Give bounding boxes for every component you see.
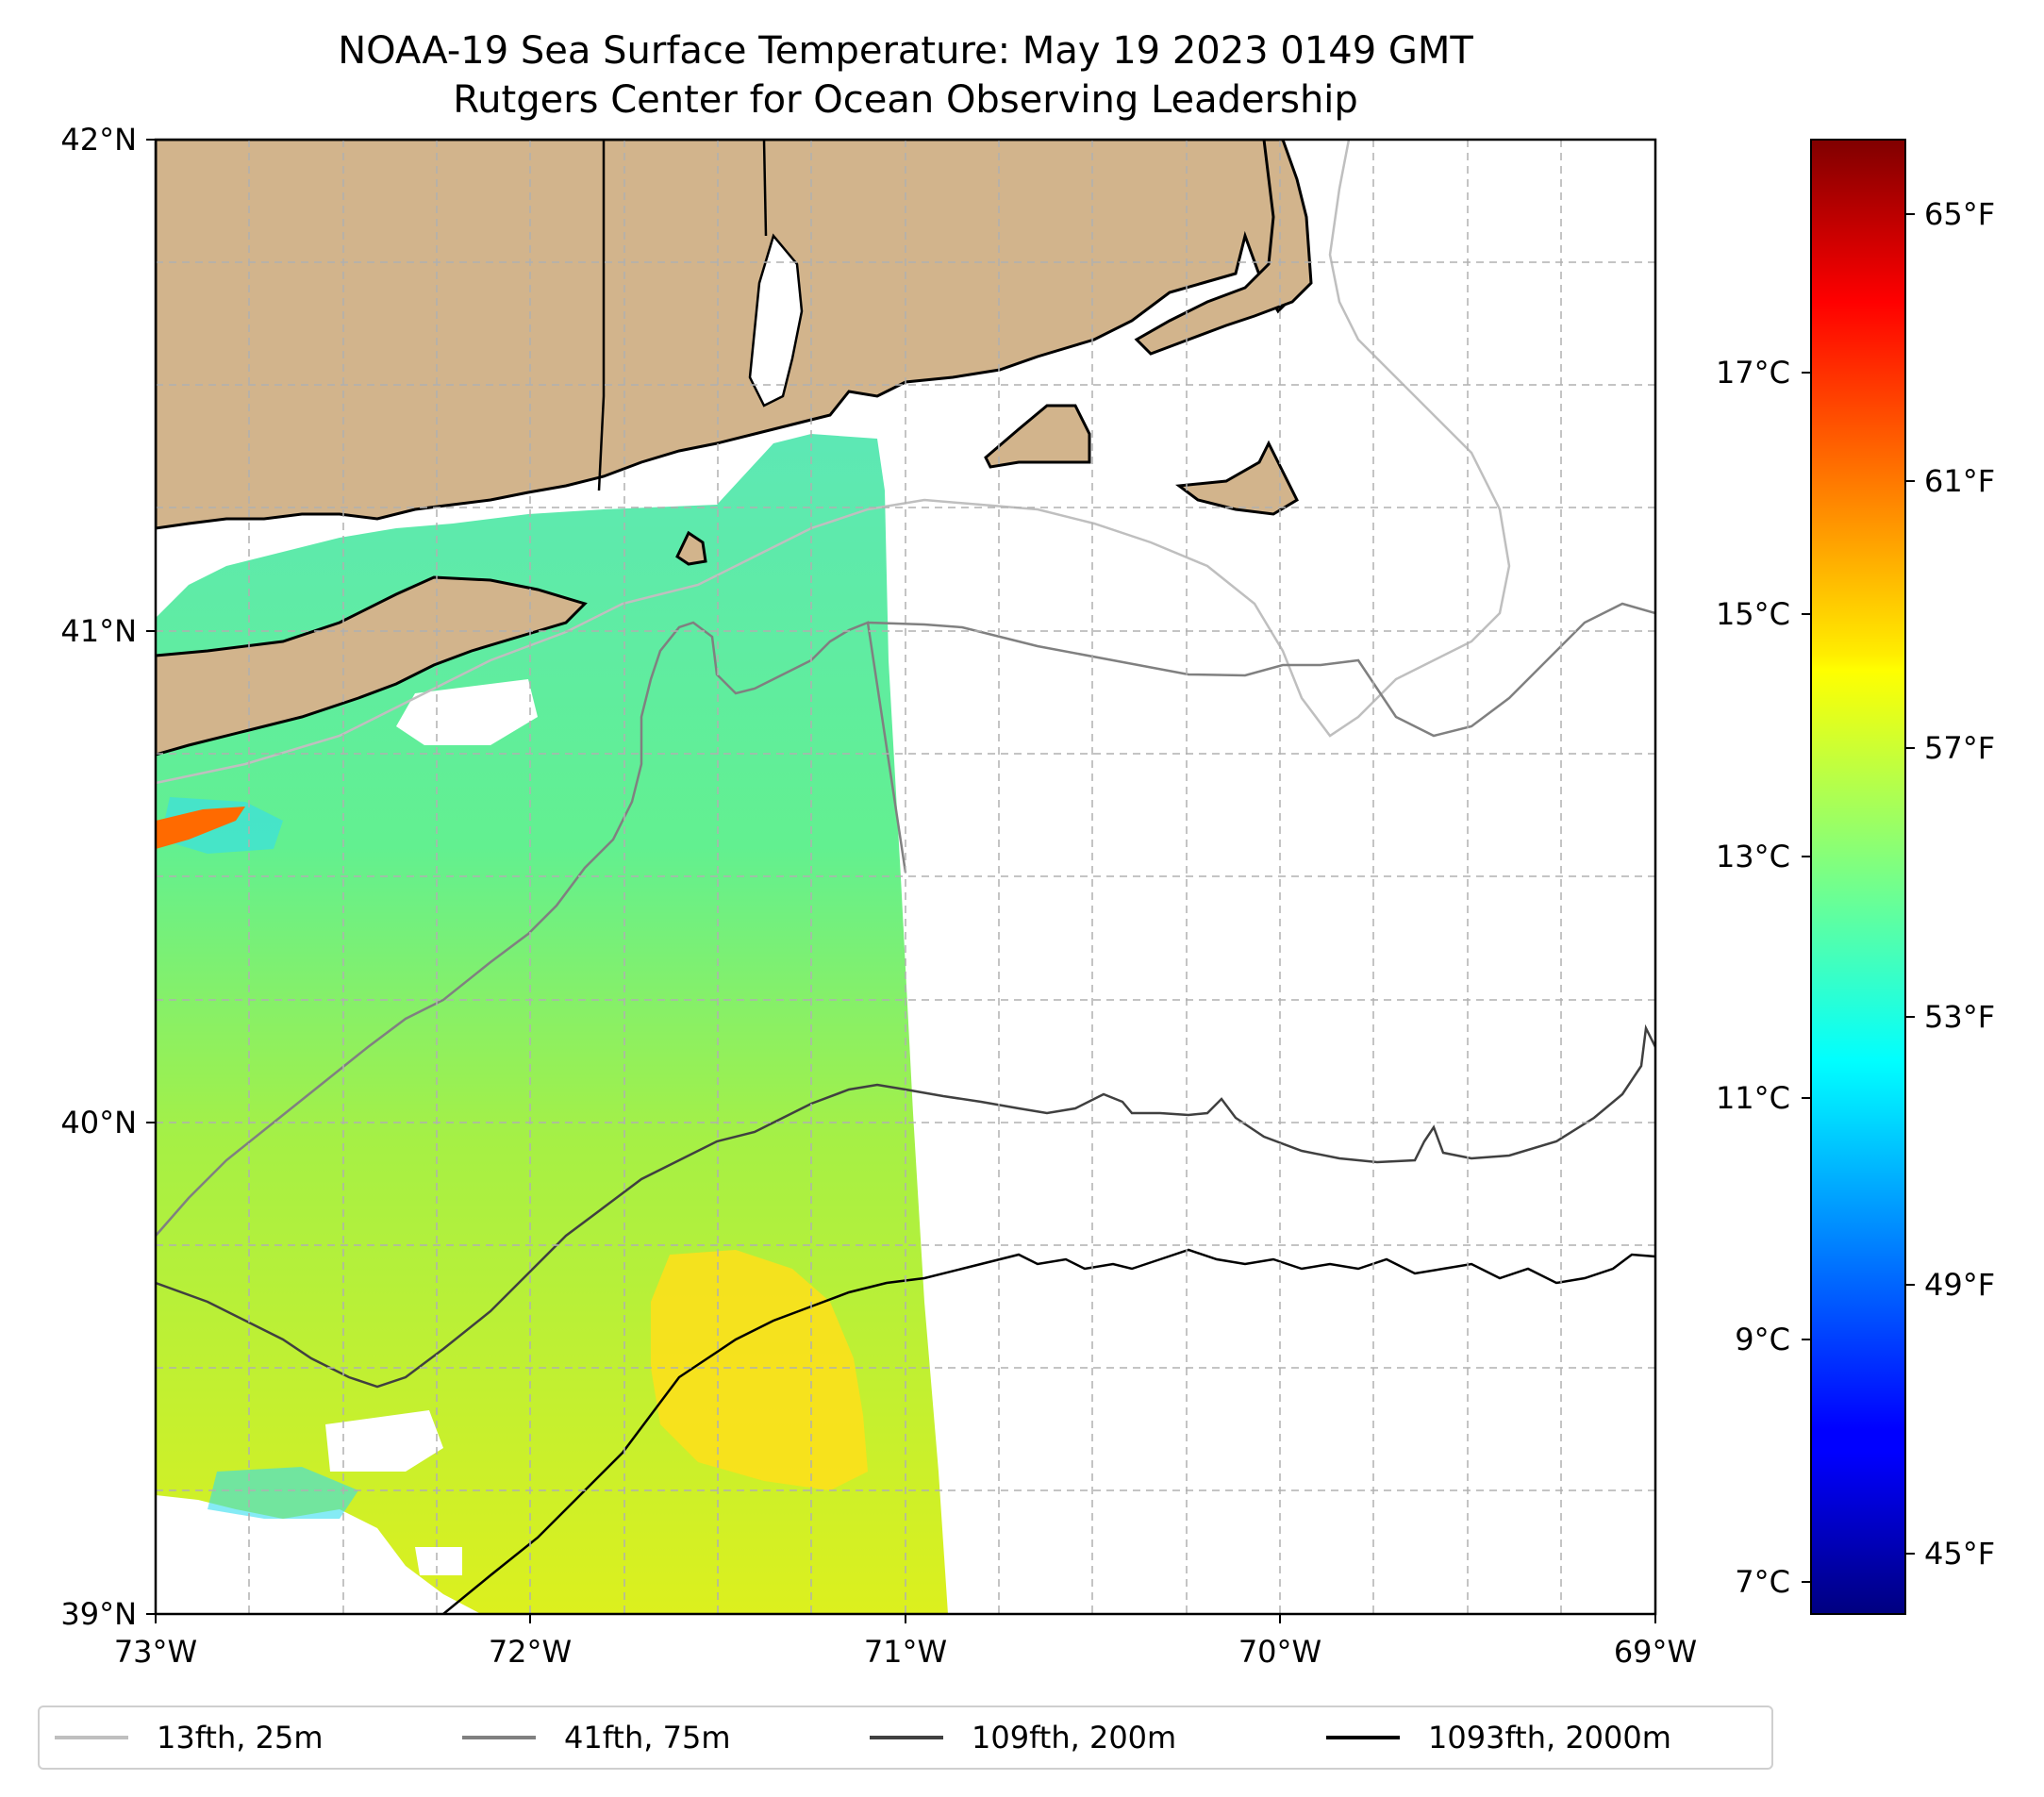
- legend-line-75m: [462, 1736, 536, 1739]
- sst-hot-strip: [156, 807, 245, 849]
- axis-ticks: [146, 139, 1656, 1623]
- lat-tick-label: 40°N: [60, 1105, 137, 1140]
- land-new-england: [156, 140, 1308, 530]
- colorbar-fahrenheit-label: 65°F: [1924, 196, 1996, 232]
- colorbar-fahrenheit-label: 61°F: [1924, 463, 1996, 499]
- contour-200m: [156, 1023, 1655, 1389]
- colorbar-celsius-label: 7°C: [1735, 1564, 1790, 1600]
- colorbar-fahrenheit-label: 53°F: [1924, 999, 1996, 1035]
- colorbar: [1810, 139, 1906, 1615]
- legend-item: 13fth, 25m: [55, 1707, 323, 1768]
- state-border-ct-ri: [597, 140, 606, 491]
- cloud-gap: [396, 679, 538, 745]
- sst-warm-patch: [651, 1250, 868, 1490]
- legend-label: 109fth, 200m: [972, 1720, 1177, 1755]
- legend-item: 109fth, 200m: [870, 1707, 1176, 1768]
- contour-25m: [156, 140, 1511, 785]
- legend-item: 1093fth, 2000m: [1326, 1707, 1671, 1768]
- legend-label: 41fth, 75m: [564, 1720, 731, 1755]
- contour-75m: [156, 602, 1655, 1237]
- map-title: NOAA-19 Sea Surface Temperature: May 19 …: [338, 29, 1473, 73]
- lat-tick-label: 41°N: [60, 613, 137, 649]
- lon-tick-label: 70°W: [1238, 1634, 1322, 1670]
- lon-tick-label: 71°W: [863, 1634, 948, 1670]
- legend-label: 1093fth, 2000m: [1428, 1720, 1671, 1755]
- colorbar-celsius-label: 15°C: [1715, 596, 1790, 632]
- colorbar-fahrenheit-label: 45°F: [1924, 1536, 1996, 1572]
- legend-line-25m: [55, 1736, 128, 1739]
- contour-legend: 13fth, 25m 41fth, 75m 109fth, 200m 1093f…: [38, 1705, 1773, 1770]
- legend-line-2000m: [1326, 1736, 1400, 1739]
- legend-line-200m: [870, 1736, 943, 1739]
- gridlines: [156, 140, 1655, 1614]
- lon-tick-label: 69°W: [1613, 1634, 1698, 1670]
- colorbar-celsius-label: 11°C: [1715, 1080, 1790, 1116]
- colorbar-celsius-label: 13°C: [1715, 839, 1790, 874]
- legend-label: 13fth, 25m: [157, 1720, 324, 1755]
- colorbar-fahrenheit-label: 49°F: [1924, 1267, 1996, 1303]
- contour-2000m: [442, 1248, 1655, 1614]
- state-border-ri-ma: [762, 140, 768, 237]
- land-cape-cod: [1134, 140, 1313, 356]
- colorbar-celsius-label: 17°C: [1715, 355, 1790, 391]
- lon-tick-label: 72°W: [488, 1634, 573, 1670]
- map-area: [156, 140, 1655, 1614]
- lat-tick-label: 42°N: [60, 122, 137, 158]
- narragansett-bay: [748, 233, 804, 408]
- colorbar-fahrenheit-label: 57°F: [1924, 730, 1996, 766]
- land-marthas-vineyard: [984, 404, 1091, 469]
- colorbar-ticks: [1802, 213, 1915, 1583]
- lat-tick-label: 39°N: [60, 1596, 137, 1632]
- map-subtitle: Rutgers Center for Ocean Observing Leade…: [453, 78, 1358, 122]
- sst-cool-patch-2: [208, 1467, 358, 1519]
- legend-item: 41fth, 75m: [462, 1707, 730, 1768]
- lon-tick-label: 73°W: [113, 1634, 198, 1670]
- colorbar-celsius-label: 9°C: [1735, 1322, 1790, 1357]
- land-block-island: [675, 530, 707, 566]
- cloud-gap-3: [415, 1547, 462, 1575]
- cloud-gap-2: [325, 1410, 443, 1472]
- land-nantucket: [1175, 440, 1299, 516]
- land-long-island: [156, 575, 588, 757]
